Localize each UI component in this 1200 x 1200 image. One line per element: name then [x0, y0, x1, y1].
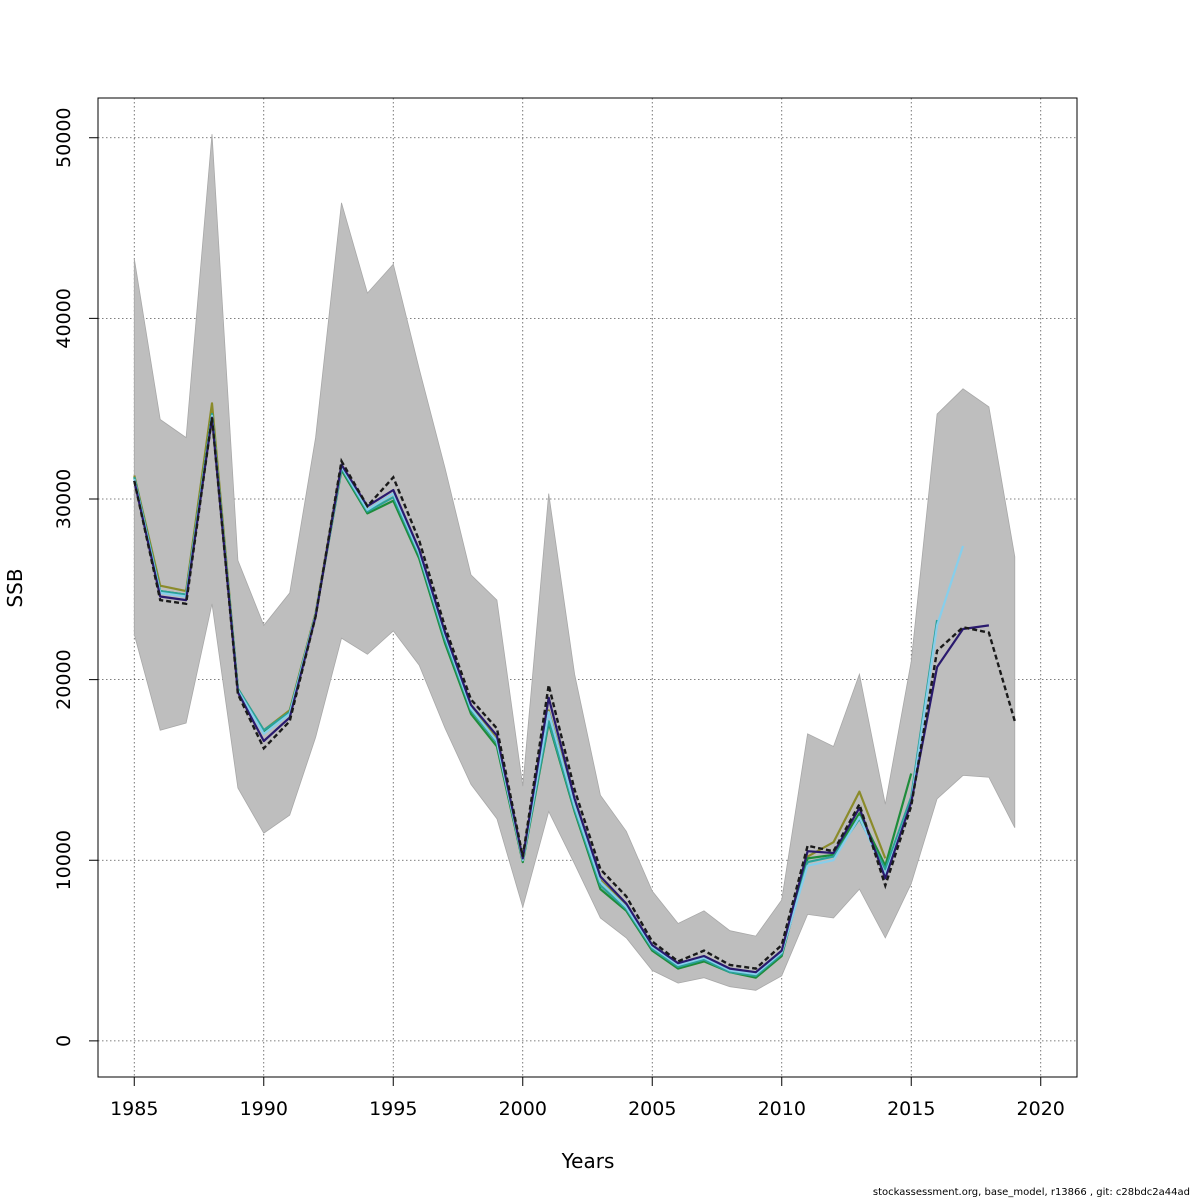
x-tick-label: 2005: [628, 1098, 676, 1120]
series-line: [133, 414, 965, 976]
x-axis: 1985 1990 1995 2000 2005 2010 2015 2020: [110, 1077, 1065, 1120]
confidence-band: [133, 134, 1016, 991]
series-layer: [133, 402, 1016, 979]
series-line: [133, 416, 990, 974]
x-tick-label: 1985: [110, 1098, 158, 1120]
y-tick-label: 50000: [53, 107, 75, 167]
footer-note: stockassessment.org, base_model, r13866 …: [872, 1187, 1190, 1198]
y-tick-label: 10000: [53, 830, 75, 890]
plot-frame: [97, 97, 1078, 1078]
x-tick-label: 2020: [1017, 1098, 1065, 1120]
x-tick-label: 2000: [499, 1098, 547, 1120]
x-tick-label: 1995: [369, 1098, 417, 1120]
x-tick-label: 2015: [887, 1098, 935, 1120]
y-axis: 0 10000 20000 30000 40000 50000: [53, 107, 98, 1047]
y-tick-label: 30000: [53, 469, 75, 529]
x-tick-label: 2010: [758, 1098, 806, 1120]
x-axis-label: Years: [561, 1149, 615, 1173]
y-tick-label: 0: [53, 1035, 75, 1047]
x-tick-label: 1990: [240, 1098, 288, 1120]
y-axis-label: SSB: [3, 568, 27, 607]
confidence-band-layer: [133, 134, 1016, 991]
y-tick-label: 20000: [53, 649, 75, 709]
series-line: [133, 417, 1016, 970]
y-tick-label: 40000: [53, 288, 75, 348]
